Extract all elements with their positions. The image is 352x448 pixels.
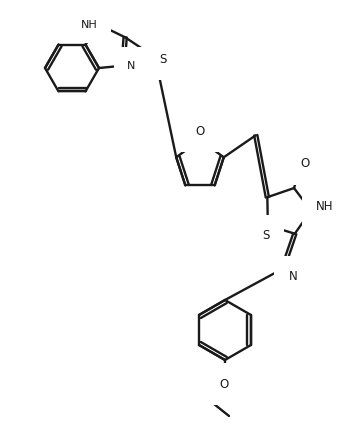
Text: O: O [300,157,309,170]
Text: S: S [159,53,167,66]
Text: NH: NH [81,20,98,30]
Text: S: S [262,229,270,242]
Text: O: O [219,378,229,391]
Text: O: O [195,125,205,138]
Text: NH: NH [316,200,334,213]
Text: N: N [288,270,297,283]
Text: N: N [127,60,135,71]
